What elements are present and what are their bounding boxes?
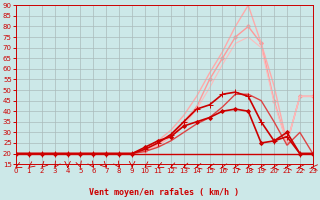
X-axis label: Vent moyen/en rafales ( km/h ): Vent moyen/en rafales ( km/h ) [89, 188, 239, 197]
